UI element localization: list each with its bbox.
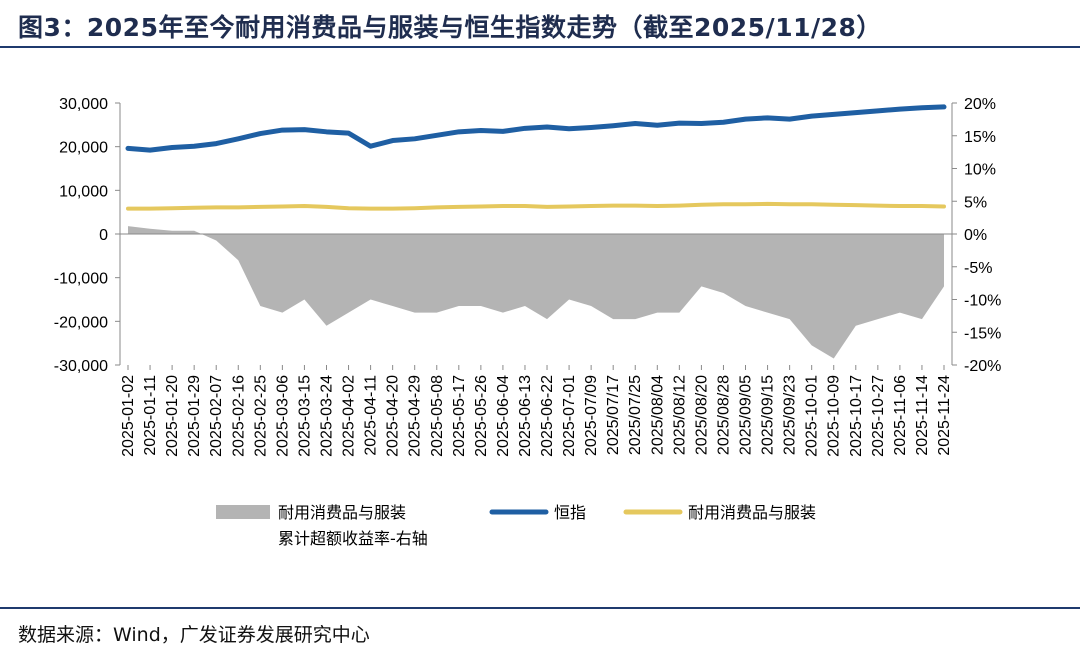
hsi-line [125, 104, 947, 153]
x-tick-label: 2025-03-24 [318, 375, 335, 457]
x-tick-label: 2025/07/25 [627, 375, 644, 455]
right-tick-label: 20% [964, 96, 996, 113]
right-tick-label: -20% [964, 358, 1001, 375]
x-tick-label: 2025-06-04 [495, 375, 512, 457]
left-tick-label: -10,000 [54, 271, 108, 288]
x-tick-label: 2025-10-09 [826, 375, 843, 457]
legend-label-durables: 耐用消费品与服装 [688, 503, 816, 522]
x-tick-label: 2025-03-06 [274, 375, 291, 457]
excess-return-area [128, 226, 944, 359]
chart-title: 图3：2025年至今耐用消费品与服装与恒生指数走势（截至2025/11/28） [18, 13, 882, 42]
x-tick-label: 2025/09/05 [738, 375, 755, 455]
x-tick-label: 2025-01-02 [120, 375, 137, 457]
x-tick-label: 2025-10-17 [848, 375, 865, 457]
x-tick-label: 2025/08/04 [649, 375, 666, 455]
x-tick-label: 2025-01-11 [142, 375, 159, 456]
chart: 30,000 20,000 10,000 0 -10,000 -20,000 -30,000… [54, 96, 1002, 548]
x-tick-label: 2025-04-02 [341, 375, 358, 457]
x-tick-label: 2025-02-25 [252, 375, 269, 457]
right-tick-label: -5% [964, 260, 992, 277]
x-tick-label: 2025-11-24 [936, 375, 953, 456]
left-tick-label: 20,000 [59, 140, 108, 157]
x-tick-label: 2025-07-01 [561, 375, 578, 457]
left-tick-label: 10,000 [59, 183, 108, 200]
legend-label-area: 耐用消费品与服装 [278, 503, 406, 522]
x-tick-label: 2025-10-27 [870, 375, 887, 457]
x-tick-label: 2025-02-07 [208, 375, 225, 457]
source-note: 数据来源：Wind，广发证券发展研究中心 [18, 624, 370, 646]
x-tick-label: 2025-07/09 [583, 375, 600, 456]
legend-label-area-line2: 累计超额收益率-右轴 [278, 529, 428, 548]
legend-label-hsi: 恒指 [554, 503, 586, 522]
x-tick-label: 2025/09/15 [760, 375, 777, 455]
right-tick-label: 15% [964, 129, 996, 146]
x-tick-label: 2025/07/17 [605, 375, 622, 455]
right-tick-label: 5% [964, 194, 987, 211]
x-tick-label: 2025-04-11 [363, 375, 380, 456]
right-tick-label: 0% [964, 227, 987, 244]
x-tick-label: 2025-11-14 [914, 375, 931, 456]
x-tick-label: 2025/08/20 [693, 375, 710, 455]
x-tick-label: 2025-02-16 [230, 375, 247, 457]
right-tick-label: 10% [964, 162, 996, 179]
x-tick-label: 2025-03-15 [296, 375, 313, 457]
x-tick-label: 2025-06-22 [539, 375, 556, 457]
x-tick-label: 2025-05-17 [451, 375, 468, 457]
left-tick-label: -30,000 [54, 358, 108, 375]
x-tick-label: 2025/09/23 [782, 375, 799, 455]
x-tick-label: 2025-04-20 [385, 375, 402, 457]
source-divider [0, 607, 1080, 609]
x-tick-label: 2025/08/28 [715, 375, 732, 455]
left-tick-label: 0 [99, 227, 108, 244]
right-tick-label: -15% [964, 325, 1001, 342]
x-tick-label: 2025-06-13 [517, 375, 534, 457]
x-tick-label: 2025-04-29 [407, 375, 424, 457]
x-tick-label: 2025/08/12 [671, 375, 688, 455]
x-tick-label: 2025-01-20 [164, 375, 181, 457]
title-divider [0, 46, 1080, 48]
durables-apparel-line [126, 201, 946, 211]
x-tick-label: 2025-05-08 [429, 375, 446, 457]
right-tick-label: -10% [964, 293, 1001, 310]
left-tick-label: 30,000 [59, 96, 108, 113]
x-tick-label: 2025-10-01 [804, 375, 821, 457]
x-tick-label: 2025-05-26 [473, 375, 490, 457]
x-tick-label: 2025-01-29 [186, 375, 203, 457]
x-tick-label: 2025-11-06 [892, 375, 909, 456]
left-tick-label: -20,000 [54, 314, 108, 331]
legend-swatch-area [216, 505, 270, 519]
